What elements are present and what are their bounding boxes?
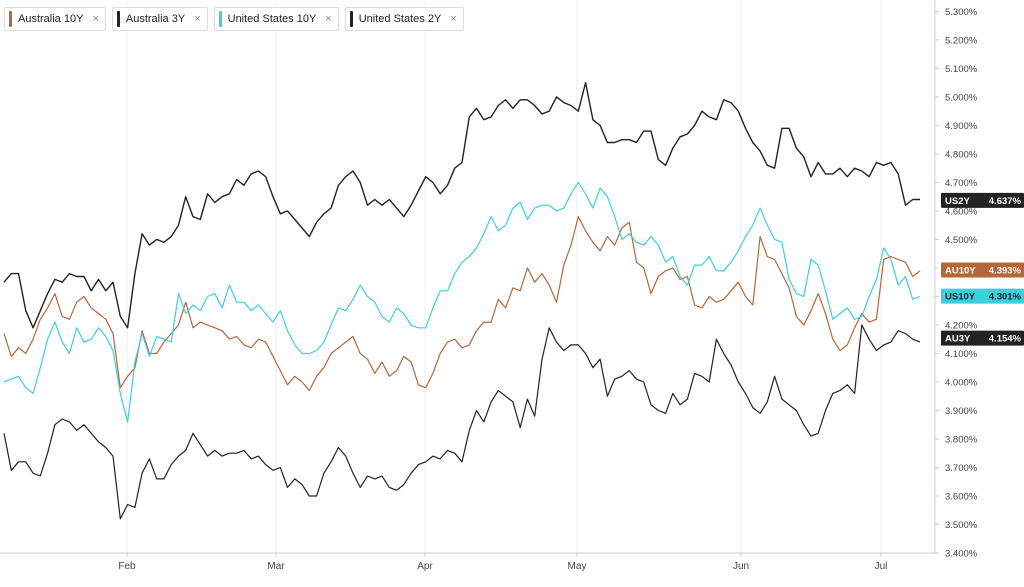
legend-swatch	[218, 11, 222, 27]
last-value-box	[941, 330, 1024, 346]
series-line-au3	[3, 324, 921, 520]
x-tick-label: Jul	[875, 561, 888, 572]
y-tick-label: 4.600%	[945, 206, 978, 217]
legend-item-australia-10y[interactable]: Australia 10Y ×	[4, 7, 106, 31]
y-tick-label: 3.700%	[945, 463, 978, 474]
y-tick-label: 4.500%	[945, 235, 978, 246]
x-tick-label: Apr	[417, 561, 433, 572]
last-value-name: US10Y	[945, 292, 976, 303]
legend-label: Australia 10Y	[18, 13, 84, 25]
y-tick-label: 4.100%	[945, 349, 978, 360]
last-value-label-us2: US2Y 4.637%	[941, 192, 1024, 208]
last-value-number: 4.637%	[989, 196, 1022, 207]
x-tick-label: Mar	[267, 561, 285, 572]
y-tick-label: 5.100%	[945, 64, 978, 75]
y-tick-label: 5.000%	[945, 92, 978, 103]
last-value-label-us10: US10Y 4.301%	[941, 288, 1024, 304]
last-value-number: 4.154%	[989, 334, 1022, 345]
x-tick-label: Feb	[118, 561, 136, 572]
legend-item-united-states-2y[interactable]: United States 2Y ×	[344, 7, 464, 31]
y-tick-label: 3.900%	[945, 406, 978, 417]
last-value-box	[941, 262, 1024, 278]
last-value-label-au3: AU3Y 4.154%	[941, 330, 1024, 346]
y-tick-label: 3.500%	[945, 520, 978, 531]
legend-item-australia-3y[interactable]: Australia 3Y ×	[111, 7, 208, 31]
close-icon[interactable]: ×	[194, 13, 201, 25]
legend: Australia 10Y × Australia 3Y × United St…	[4, 7, 464, 31]
y-tick-label: 3.600%	[945, 491, 978, 502]
y-tick-label: 4.900%	[945, 121, 978, 132]
last-value-name: AU3Y	[945, 334, 971, 345]
close-icon[interactable]: ×	[325, 13, 332, 25]
y-tick-label: 4.000%	[945, 377, 978, 388]
series-line-au10	[3, 216, 921, 392]
y-tick-label: 5.300%	[945, 7, 978, 18]
y-tick-label: 4.200%	[945, 320, 978, 331]
legend-swatch	[349, 11, 353, 27]
close-icon[interactable]: ×	[450, 13, 457, 25]
last-value-box	[941, 288, 1024, 304]
x-tick-label: May	[568, 561, 587, 572]
last-value-box	[941, 192, 1024, 208]
last-value-number: 4.301%	[989, 292, 1022, 303]
y-tick-label: 3.400%	[945, 549, 978, 560]
legend-label: United States 10Y	[227, 13, 317, 25]
y-tick-label: 3.800%	[945, 434, 978, 445]
legend-label: United States 2Y	[358, 13, 442, 25]
y-tick-label: 5.200%	[945, 35, 978, 46]
series-line-us10	[3, 181, 921, 423]
legend-label: Australia 3Y	[125, 13, 186, 25]
x-tick-label: Jun	[733, 561, 749, 572]
close-icon[interactable]: ×	[92, 13, 99, 25]
legend-swatch	[116, 11, 120, 27]
legend-swatch	[9, 11, 12, 27]
last-value-number: 4.393%	[989, 265, 1022, 276]
legend-item-united-states-10y[interactable]: United States 10Y ×	[213, 7, 339, 31]
last-value-label-au10: AU10Y 4.393%	[941, 262, 1024, 278]
y-tick-label: 4.800%	[945, 149, 978, 160]
y-tick-label: 4.700%	[945, 178, 978, 189]
last-value-name: US2Y	[945, 196, 970, 207]
series-line-us2	[3, 81, 920, 329]
last-value-name: AU10Y	[945, 265, 976, 276]
